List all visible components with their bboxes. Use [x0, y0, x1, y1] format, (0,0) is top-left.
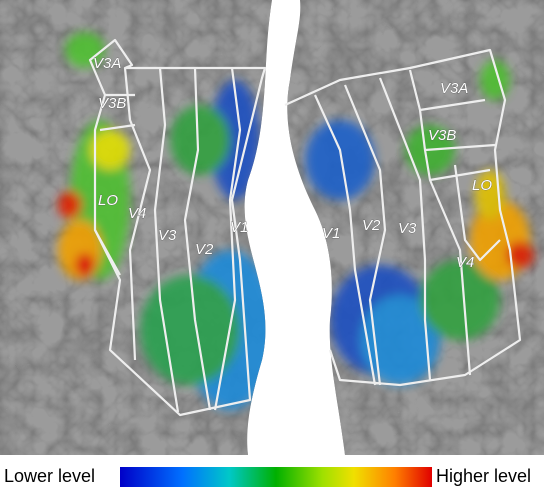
roi-label: V4 — [456, 254, 474, 271]
roi-label: LO — [472, 177, 492, 194]
colorbar-high-label: Higher level — [436, 466, 531, 486]
roi-label: V1 — [230, 219, 248, 236]
roi-label: V3 — [158, 227, 177, 244]
roi-label: V1 — [322, 225, 340, 242]
roi-label: V3B — [428, 127, 456, 144]
roi-label: V4 — [128, 205, 146, 222]
roi-labels: V3A V3B LO V4 V3 V2 V1 V1 V2 V3 V4 LO V3B V3A — [93, 55, 493, 272]
roi-label: V2 — [195, 241, 214, 258]
roi-label: V3B — [98, 95, 126, 112]
colorbar — [120, 467, 432, 487]
roi-label: V3 — [398, 220, 417, 237]
roi-label: LO — [98, 192, 118, 209]
activation-map — [58, 32, 534, 410]
roi-label: V2 — [362, 217, 381, 234]
roi-label: V3A — [440, 80, 468, 97]
colorbar-low-label: Lower level — [4, 466, 95, 486]
roi-label: V3A — [93, 55, 121, 72]
roi-outlines — [88, 38, 522, 417]
